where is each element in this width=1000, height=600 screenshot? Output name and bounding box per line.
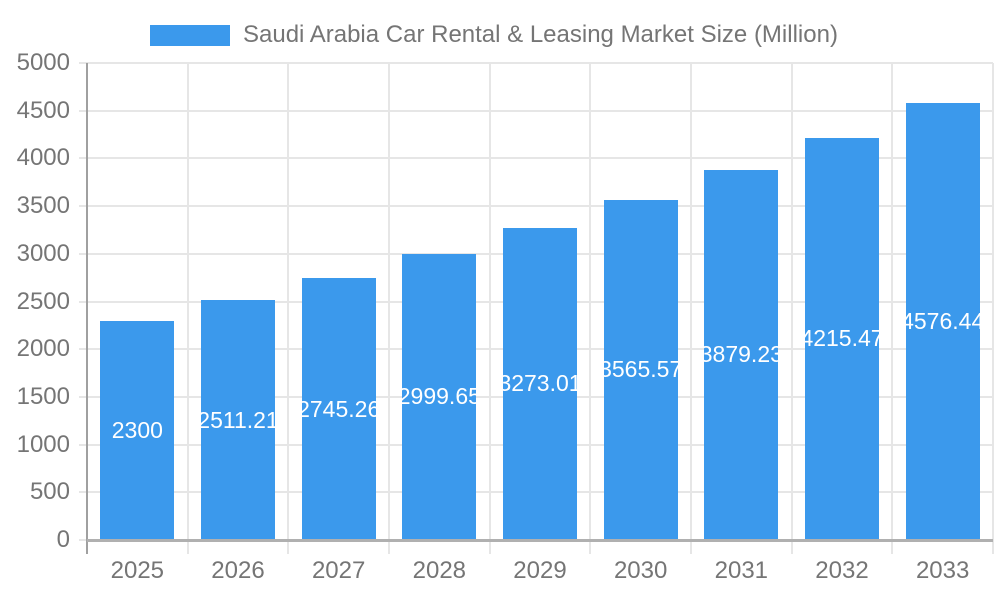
y-tick — [79, 491, 87, 494]
bar[interactable]: 4215.47 — [805, 137, 879, 540]
x-tick-label: 2029 — [513, 557, 567, 584]
y-tick-label: 2000 — [16, 335, 70, 363]
y-gridline — [87, 62, 993, 64]
bar[interactable]: 3879.23 — [704, 169, 779, 540]
plot-area: 2300 2511.21 2745.26 2999.65 3273.01 3565.57 3… — [79, 62, 994, 554]
x-tick-label: 2028 — [412, 557, 467, 584]
x-tick-label: 2032 — [815, 557, 869, 584]
y-tick — [79, 539, 87, 541]
y-tick — [79, 252, 87, 255]
x-gridline — [790, 63, 793, 554]
bar[interactable]: 3565.57 — [603, 199, 678, 540]
legend-label: Saudi Arabia Car Rental & Leasing Market… — [243, 21, 838, 48]
y-gridline — [87, 157, 993, 160]
x-tick-label: 2025 — [110, 557, 165, 584]
x-gridline — [891, 63, 894, 554]
bar-value-label: 2999.65 — [402, 383, 477, 410]
x-gridline — [287, 63, 290, 554]
y-tick — [79, 205, 87, 208]
bar-value-label: 3879.23 — [704, 341, 779, 368]
bar-value-label: 3565.57 — [603, 356, 678, 383]
y-tick-label: 2500 — [16, 287, 70, 315]
y-tick-label: 3500 — [16, 192, 70, 220]
y-gridline — [87, 205, 993, 208]
bar-value-label: 4576.44 — [905, 308, 980, 335]
y-tick — [79, 348, 87, 351]
x-axis-line — [87, 539, 993, 542]
bar-value-label: 2511.21 — [201, 406, 275, 433]
y-gridline — [87, 109, 993, 112]
y-tick-label: 500 — [29, 478, 70, 506]
y-tick — [79, 62, 87, 64]
y-tick — [79, 157, 87, 160]
bar[interactable]: 2999.65 — [402, 253, 477, 540]
x-gridline — [186, 63, 189, 554]
bar-value-label: 3273.01 — [503, 370, 577, 397]
x-axis-labels: 2025 2026 2027 2028 2029 2030 2031 2032 2033 — [87, 558, 993, 586]
x-tick-label: 2031 — [714, 557, 769, 584]
bar[interactable]: 2745.26 — [301, 278, 376, 540]
bar[interactable]: 4576.44 — [905, 103, 980, 540]
legend-swatch — [150, 24, 230, 46]
y-tick — [79, 443, 87, 446]
x-tick-label: 2027 — [311, 557, 366, 584]
y-tick-label: 4000 — [16, 144, 70, 172]
bar-value-label: 2745.26 — [301, 395, 376, 422]
bar[interactable]: 2511.21 — [201, 300, 275, 540]
bar[interactable]: 2300 — [100, 320, 175, 540]
x-gridline — [388, 63, 390, 554]
y-tick-label: 3000 — [16, 239, 70, 267]
y-tick — [79, 300, 87, 303]
y-tick-label: 1500 — [16, 382, 70, 410]
y-axis-line — [86, 63, 88, 554]
bar-value-label: 4215.47 — [805, 325, 879, 352]
y-tick-label: 0 — [56, 526, 70, 553]
y-tick-label: 4500 — [16, 96, 70, 124]
x-gridline — [992, 63, 994, 554]
y-tick — [79, 395, 87, 398]
y-tick-label: 1000 — [16, 430, 70, 458]
bar[interactable]: 3273.01 — [503, 227, 577, 540]
x-tick-label: 2030 — [613, 557, 668, 584]
x-gridline — [589, 63, 592, 554]
y-axis-labels: 0 500 1000 1500 2000 2500 3000 3500 4000 4500 5000 — [0, 51, 70, 552]
x-gridline — [690, 63, 692, 554]
bar-value-label: 2300 — [111, 416, 163, 443]
chart-legend: Saudi Arabia Car Rental & Leasing Market… — [150, 21, 838, 48]
x-gridline — [488, 63, 491, 554]
y-tick — [79, 109, 87, 112]
y-tick-label: 5000 — [16, 49, 70, 76]
x-tick-label: 2033 — [915, 557, 970, 584]
x-tick-label: 2026 — [211, 557, 265, 584]
